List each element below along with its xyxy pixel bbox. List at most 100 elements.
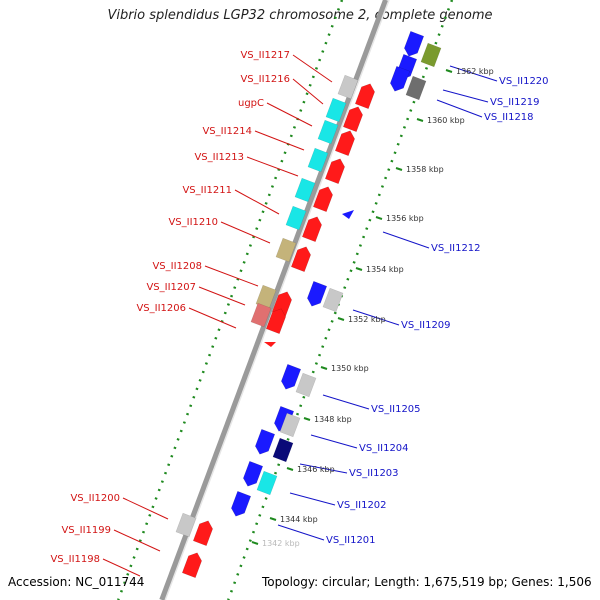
gene-ugpc-cyan[interactable] — [317, 119, 339, 145]
gene-vs-ii1202[interactable] — [256, 470, 278, 496]
label-ugpc: ugpC — [238, 98, 264, 109]
label-vs-ii1200: VS_II1200 — [70, 493, 120, 504]
leader-vs-ii1210 — [220, 221, 271, 244]
gene-vs-ii1204-gray[interactable] — [279, 412, 301, 438]
tick-1342-kbp: 1342 kbp — [262, 539, 300, 548]
tick-mark-1362-kbp — [445, 69, 453, 73]
leader-vs-ii1201 — [277, 524, 325, 541]
marker-blue — [342, 210, 354, 219]
tick-mark-1360-kbp — [416, 118, 424, 122]
gene-vs-ii1220-blue[interactable] — [402, 30, 425, 58]
gene-vs-ii1210[interactable] — [285, 205, 307, 231]
tick-1350-kbp: 1350 kbp — [331, 364, 369, 373]
gene-vs-ii1205[interactable] — [279, 363, 302, 391]
tick-mark-1348-kbp — [303, 417, 311, 421]
gene-vs-ii1205-gray[interactable] — [295, 372, 317, 398]
label-vs-ii1214: VS_II1214 — [202, 126, 252, 137]
gene-ugpc[interactable] — [342, 104, 365, 133]
tick-1352-kbp: 1352 kbp — [348, 315, 386, 324]
gene-vs-ii1213[interactable] — [307, 147, 329, 173]
leader-vs-ii1208 — [204, 265, 259, 287]
tick-1344-kbp: 1344 kbp — [280, 515, 318, 524]
tick-mark-1356-kbp — [375, 216, 383, 220]
gene-vs-ii1201[interactable] — [229, 490, 252, 518]
label-vs-ii1210: VS_II1210 — [168, 217, 218, 228]
leader-vs-ii1219 — [442, 89, 489, 103]
leader-vs-ii1203 — [299, 463, 348, 474]
label-vs-ii1211: VS_II1211 — [182, 185, 232, 196]
gene-vs-ii1217-fwd[interactable] — [354, 81, 377, 110]
gene-vs-ii1214[interactable] — [334, 128, 357, 157]
gene-vs-ii1213-fwd[interactable] — [324, 156, 347, 185]
tick-1348-kbp: 1348 kbp — [314, 415, 352, 424]
label-vs-ii1217: VS_II1217 — [240, 50, 290, 61]
tick-1362-kbp: 1362 kbp — [456, 67, 494, 76]
tick-mark-1350-kbp — [320, 366, 328, 370]
tick-1356-kbp: 1356 kbp — [386, 214, 424, 223]
leader-vs-ii1218 — [436, 99, 483, 118]
label-vs-ii1216: VS_II1216 — [240, 74, 290, 85]
gene-vs-ii1202-blue[interactable] — [241, 460, 264, 488]
tick-1346-kbp: 1346 kbp — [297, 465, 335, 474]
label-vs-ii1218: VS_II1218 — [484, 112, 534, 123]
leader-vs-ii1211 — [234, 189, 280, 215]
gene-vs-ii1218[interactable] — [405, 75, 427, 101]
leader-vs-ii1216 — [292, 78, 324, 105]
tick-mark-1344-kbp — [269, 517, 277, 521]
backbone — [159, 0, 389, 600]
label-vs-ii1212: VS_II1212 — [431, 243, 481, 254]
gene-vs-ii1206-pink[interactable] — [250, 302, 272, 328]
gene-vs-ii1199[interactable] — [192, 518, 215, 547]
label-vs-ii1209: VS_II1209 — [401, 320, 451, 331]
leader-vs-ii1199 — [113, 529, 161, 552]
leader-vs-ii1214 — [254, 130, 305, 151]
gene-vs-ii1209-gray[interactable] — [322, 287, 344, 313]
tick-1358-kbp: 1358 kbp — [406, 165, 444, 174]
label-vs-ii1219: VS_II1219 — [490, 97, 540, 108]
leader-vs-ii1200 — [122, 497, 169, 520]
gene-vs-ii1200[interactable] — [175, 512, 197, 538]
label-vs-ii1213: VS_II1213 — [194, 152, 244, 163]
leader-vs-ii1206 — [188, 307, 237, 329]
gene-vs-ii1203[interactable] — [272, 437, 294, 463]
tick-mark-1352-kbp — [337, 317, 345, 321]
leader-vs-ii1217 — [292, 54, 333, 83]
leader-vs-ii1212 — [382, 231, 430, 249]
label-vs-ii1208: VS_II1208 — [152, 261, 202, 272]
tick-mark-1354-kbp — [355, 267, 363, 271]
tick-1360-kbp: 1360 kbp — [427, 116, 465, 125]
gene-vs-ii1211-fwd[interactable] — [312, 184, 335, 213]
label-vs-ii1204: VS_II1204 — [359, 443, 409, 454]
label-vs-ii1202: VS_II1202 — [337, 500, 387, 511]
gene-vs-ii1211[interactable] — [294, 177, 316, 203]
gene-vs-ii1198[interactable] — [181, 550, 204, 579]
leader-vs-ii1209 — [352, 309, 400, 326]
tick-mark-1358-kbp — [395, 167, 403, 171]
topology-label: Topology: circular; Length: 1,675,519 bp… — [262, 575, 592, 589]
gene-vs-ii1217[interactable] — [337, 74, 359, 100]
gene-vs-ii1220[interactable] — [420, 42, 442, 68]
label-vs-ii1198: VS_II1198 — [50, 554, 100, 565]
label-vs-ii1220: VS_II1220 — [499, 76, 549, 87]
gene-vs-ii1208[interactable] — [275, 237, 297, 263]
label-vs-ii1207: VS_II1207 — [146, 282, 196, 293]
leader-vs-ii1220 — [449, 65, 498, 82]
gene-vs-ii1219[interactable] — [388, 65, 411, 93]
label-vs-ii1199: VS_II1199 — [61, 525, 111, 536]
gene-vs-ii1206[interactable] — [265, 306, 288, 335]
leader-ugpc — [266, 102, 313, 127]
gene-vs-ii1216[interactable] — [325, 97, 347, 123]
accession-label: Accession: NC_011744 — [8, 575, 145, 589]
gene-vs-ii1209[interactable] — [305, 280, 328, 308]
gene-vs-ii1210-fwd[interactable] — [301, 214, 324, 243]
leader-vs-ii1204 — [310, 434, 358, 449]
leader-vs-ii1205 — [322, 394, 370, 410]
gene-vs-ii1208-fwd[interactable] — [290, 244, 313, 273]
label-vs-ii1201: VS_II1201 — [326, 535, 376, 546]
label-vs-ii1206: VS_II1206 — [136, 303, 186, 314]
gene-vs-ii1203-blue[interactable] — [253, 428, 276, 456]
label-vs-ii1203: VS_II1203 — [349, 468, 399, 479]
leader-vs-ii1207 — [198, 286, 246, 306]
marker-red — [264, 342, 276, 347]
